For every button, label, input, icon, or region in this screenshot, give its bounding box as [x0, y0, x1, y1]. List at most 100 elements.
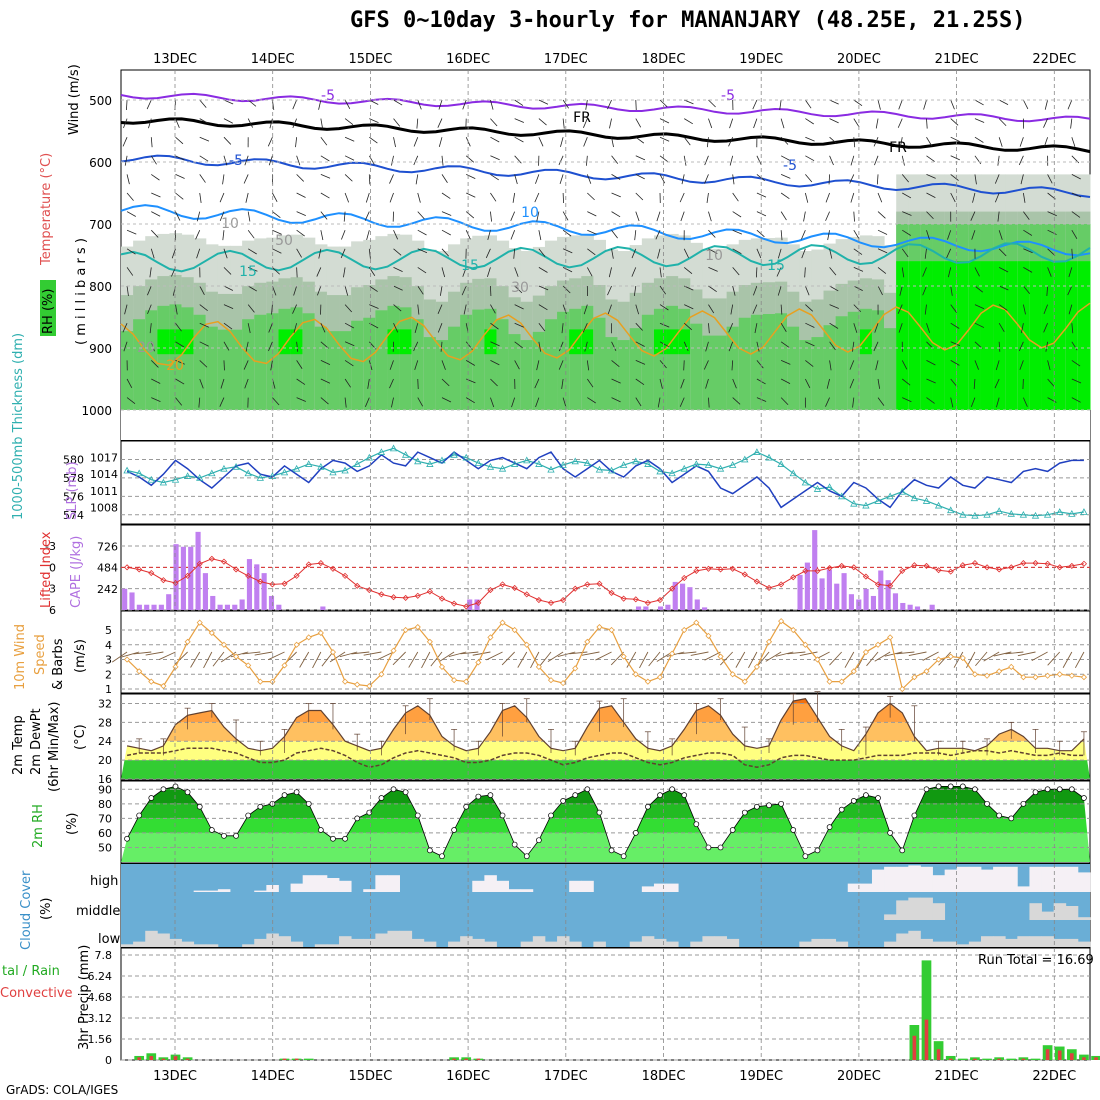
wind-barb: [562, 285, 571, 294]
rh-point: [281, 792, 288, 798]
wind-barb: [244, 155, 249, 166]
wind-barb: [439, 285, 443, 296]
wind-barb: [853, 99, 863, 107]
wind-barb: [728, 341, 734, 352]
li-point: [317, 560, 324, 567]
cloud-cell: [980, 936, 994, 947]
wind-barb: [974, 174, 977, 185]
chart-title: GFS 0~10day 3-hourly for MANANJARY (48.2…: [350, 8, 1026, 33]
wind-barb: [438, 137, 443, 147]
wind-barb: [611, 155, 619, 164]
wind-barb: [122, 323, 128, 333]
wind-barb: [1071, 211, 1081, 218]
rh-point: [148, 795, 155, 801]
cloud-cell: [1029, 936, 1042, 947]
isotherm-label: -5: [321, 88, 335, 104]
wind-barb: [414, 323, 419, 333]
wind-barb: [222, 230, 225, 241]
cloud-cell: [1077, 941, 1091, 947]
wind-speed-point: [136, 668, 143, 675]
thickness-point: [741, 455, 749, 463]
cape-bar: [834, 583, 840, 610]
wind-barb: [562, 397, 567, 408]
date-label-bottom: 19DEC: [739, 1069, 783, 1084]
isotherm-label: -5: [783, 158, 797, 174]
wind-barb: [320, 136, 328, 146]
rh-point: [172, 783, 179, 790]
wind-speed-point: [184, 638, 191, 645]
wind-barb: [829, 267, 837, 276]
date-label-top: 21DEC: [935, 52, 979, 67]
wind-barb: [562, 248, 573, 254]
precip-conv-bar: [1094, 1057, 1098, 1060]
rh-shade-green: [302, 313, 316, 410]
wind-barb: [974, 118, 985, 123]
precip-total-bar: [945, 1055, 956, 1060]
wind-barb: [151, 211, 161, 217]
wind-barb: [974, 155, 982, 165]
rh-point: [402, 789, 409, 796]
cloud-cell: [375, 875, 388, 892]
wind-barb: [538, 99, 549, 105]
wind-barb: [393, 99, 403, 106]
cloud-cell: [326, 878, 340, 892]
wind-barb: [1047, 360, 1051, 371]
wind-barb: [875, 360, 879, 371]
wind-barb: [684, 118, 693, 125]
li-point: [959, 562, 966, 569]
wind-speed-point: [233, 653, 240, 660]
wind10m-barb: [610, 651, 624, 666]
cloud-cell: [254, 938, 267, 947]
wind10m-barb: [329, 651, 346, 663]
thickness-point: [171, 475, 180, 483]
cloud-cell: [1041, 866, 1055, 892]
li-point: [632, 596, 639, 603]
wind10m-barb: [254, 651, 273, 656]
slp-lines: [123, 444, 1088, 519]
wind-barb: [826, 378, 830, 389]
wind-barb: [487, 230, 491, 240]
rh-shade-green: [411, 319, 425, 410]
li-point: [983, 564, 991, 571]
cape-bar: [474, 599, 480, 610]
cloud-cell: [1029, 903, 1042, 920]
wind-barb: [466, 360, 476, 366]
temp-tick: 20: [98, 754, 112, 767]
wind-barb: [877, 267, 887, 274]
wind-barb: [998, 118, 1007, 127]
wind-speed-point: [378, 671, 385, 678]
temp-fill: [121, 698, 1090, 779]
temp2m-panel: 32 28 24 20 16 2m Temp 2m DewPt (6hr Min/Max…: [11, 691, 1090, 792]
temp-band: [121, 760, 1090, 779]
rh-point: [414, 812, 421, 819]
wind-barb: [413, 341, 419, 352]
wind-barb: [561, 323, 564, 334]
cape-bar: [804, 562, 810, 610]
rh-point: [657, 792, 663, 798]
wind-barb: [901, 248, 909, 258]
wind-speed-point: [850, 668, 857, 675]
wind-barb: [247, 229, 255, 239]
thickness-point: [995, 507, 1003, 514]
cloud-cell: [956, 866, 970, 892]
thickness-point: [426, 460, 434, 467]
wind-barb: [899, 285, 903, 296]
wind-barb: [607, 99, 612, 110]
wind-barb: [272, 267, 280, 275]
date-label-top: 17DEC: [544, 52, 588, 67]
wind10m-barb: [757, 651, 770, 667]
wind-barb: [367, 378, 370, 389]
wind-barb: [829, 285, 839, 292]
rh-point: [814, 847, 821, 854]
rh-point: [959, 783, 966, 790]
wind-barb: [732, 285, 736, 296]
wind-barb: [974, 322, 985, 328]
isotherm-label: 10: [521, 205, 539, 221]
wind-barb: [1045, 341, 1049, 352]
wind-barb: [950, 192, 956, 203]
li-point: [196, 560, 203, 567]
frame-slp: [120, 440, 1091, 525]
wind-barb: [997, 211, 1000, 222]
wind-barb: [320, 155, 330, 162]
wind-barb: [417, 267, 427, 274]
